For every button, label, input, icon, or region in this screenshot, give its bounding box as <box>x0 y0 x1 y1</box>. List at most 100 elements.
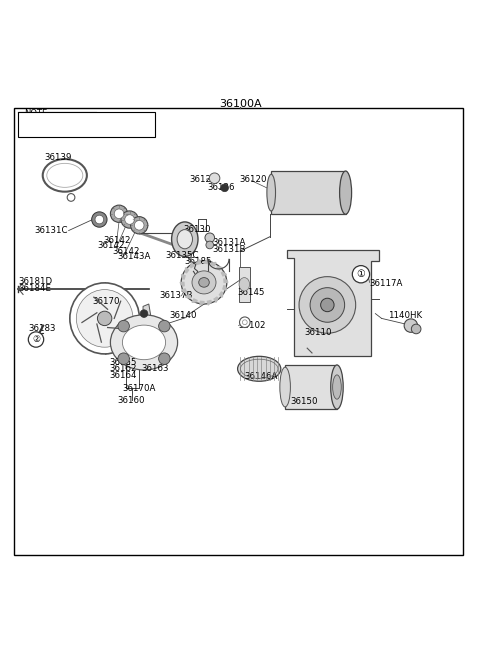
Circle shape <box>134 220 144 230</box>
Text: 36117A: 36117A <box>370 279 403 289</box>
Polygon shape <box>221 272 227 276</box>
Ellipse shape <box>43 159 87 192</box>
Polygon shape <box>200 301 204 305</box>
Ellipse shape <box>47 163 83 188</box>
Bar <box>271 171 346 215</box>
Text: 36142: 36142 <box>113 247 140 256</box>
Ellipse shape <box>177 230 192 249</box>
Text: 36183: 36183 <box>29 325 56 333</box>
Polygon shape <box>181 289 187 293</box>
Ellipse shape <box>299 277 356 333</box>
Circle shape <box>118 353 130 365</box>
Text: ①: ① <box>357 269 365 279</box>
Ellipse shape <box>239 277 250 291</box>
Text: 36139: 36139 <box>44 153 72 162</box>
Text: 36170A: 36170A <box>122 384 156 393</box>
Circle shape <box>67 194 75 201</box>
Text: 36130: 36130 <box>184 224 211 234</box>
Text: 36160: 36160 <box>118 396 145 405</box>
Circle shape <box>131 216 148 234</box>
Polygon shape <box>287 250 379 356</box>
Text: 36143A: 36143A <box>118 253 151 262</box>
Ellipse shape <box>280 367 290 407</box>
Ellipse shape <box>97 311 112 325</box>
Circle shape <box>242 320 247 325</box>
Text: 36142: 36142 <box>97 241 125 250</box>
Circle shape <box>121 211 138 228</box>
Ellipse shape <box>172 222 198 256</box>
Circle shape <box>125 215 134 224</box>
Text: 36164: 36164 <box>109 371 137 380</box>
Polygon shape <box>223 286 227 291</box>
Ellipse shape <box>339 171 351 215</box>
Polygon shape <box>181 274 185 279</box>
Circle shape <box>240 317 250 327</box>
Circle shape <box>114 209 124 218</box>
Ellipse shape <box>150 346 159 356</box>
Polygon shape <box>185 268 189 273</box>
Circle shape <box>404 319 418 333</box>
Text: 36162: 36162 <box>109 364 137 373</box>
Bar <box>239 267 250 302</box>
Text: 36181D: 36181D <box>18 277 52 287</box>
FancyBboxPatch shape <box>18 112 155 137</box>
Ellipse shape <box>122 325 166 359</box>
Text: 36155: 36155 <box>109 358 137 367</box>
Circle shape <box>221 184 228 192</box>
Text: 36131C: 36131C <box>35 226 68 235</box>
Circle shape <box>118 320 130 332</box>
Polygon shape <box>224 279 228 282</box>
Circle shape <box>352 266 370 283</box>
Text: 1140HK: 1140HK <box>388 310 422 319</box>
Ellipse shape <box>310 288 345 322</box>
Circle shape <box>411 324 421 334</box>
Text: 36146A: 36146A <box>245 373 278 381</box>
Polygon shape <box>180 282 184 286</box>
Polygon shape <box>190 262 194 268</box>
Ellipse shape <box>321 298 334 312</box>
Circle shape <box>110 205 128 222</box>
Text: 36100A: 36100A <box>219 99 261 109</box>
Circle shape <box>158 320 170 332</box>
Ellipse shape <box>238 356 281 381</box>
Text: 36170: 36170 <box>93 297 120 306</box>
Text: NOTE: NOTE <box>24 110 47 119</box>
Text: 36120: 36120 <box>239 174 266 184</box>
Circle shape <box>209 173 220 184</box>
Polygon shape <box>197 260 201 264</box>
Text: 36135C: 36135C <box>166 251 199 260</box>
Text: 36150: 36150 <box>290 397 317 406</box>
Ellipse shape <box>181 261 227 304</box>
Ellipse shape <box>192 271 216 294</box>
Ellipse shape <box>267 174 276 211</box>
Ellipse shape <box>333 375 341 400</box>
Polygon shape <box>207 300 211 305</box>
Polygon shape <box>219 292 223 297</box>
Ellipse shape <box>76 289 133 347</box>
Text: 36140: 36140 <box>169 310 197 319</box>
Text: 36110: 36110 <box>305 328 332 337</box>
Ellipse shape <box>199 277 209 287</box>
Polygon shape <box>211 262 216 266</box>
Text: 36137B: 36137B <box>160 291 193 300</box>
Ellipse shape <box>110 315 178 370</box>
Circle shape <box>205 233 215 243</box>
Polygon shape <box>186 295 191 298</box>
Circle shape <box>158 353 170 365</box>
Ellipse shape <box>70 283 139 354</box>
Text: 36145: 36145 <box>238 289 265 297</box>
Bar <box>285 365 337 409</box>
Polygon shape <box>217 266 222 270</box>
Text: 36184E: 36184E <box>18 284 51 293</box>
Polygon shape <box>214 297 218 302</box>
Text: ②: ② <box>32 335 40 344</box>
Polygon shape <box>143 304 151 333</box>
Circle shape <box>140 310 148 318</box>
Text: THE NO36111B : ①~②: THE NO36111B : ①~② <box>24 122 126 131</box>
Text: 36127: 36127 <box>190 174 217 184</box>
Text: 36163: 36163 <box>142 364 169 373</box>
Circle shape <box>28 332 44 347</box>
Text: 36142: 36142 <box>103 236 131 245</box>
Polygon shape <box>204 260 208 264</box>
Ellipse shape <box>331 365 343 409</box>
